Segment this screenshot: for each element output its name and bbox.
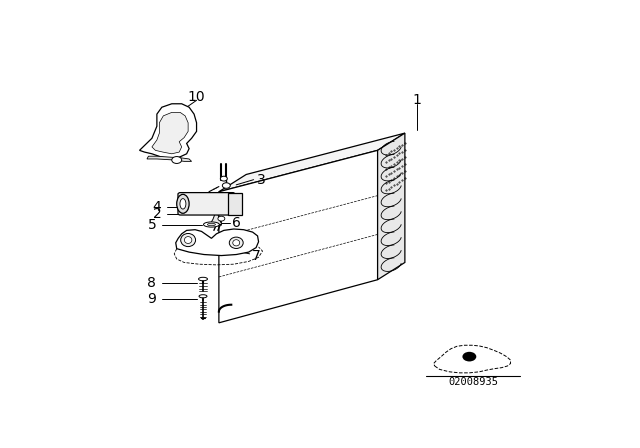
Ellipse shape <box>233 240 240 246</box>
Text: 7: 7 <box>252 249 260 263</box>
Polygon shape <box>147 156 191 161</box>
Polygon shape <box>210 210 221 224</box>
Text: 5: 5 <box>148 218 156 232</box>
Text: 8: 8 <box>147 276 156 290</box>
Ellipse shape <box>184 237 192 244</box>
FancyBboxPatch shape <box>178 193 235 215</box>
Text: 9: 9 <box>147 292 156 306</box>
Text: 1: 1 <box>413 93 422 108</box>
Text: 4: 4 <box>152 200 161 214</box>
FancyBboxPatch shape <box>228 193 243 215</box>
Text: 02008935: 02008935 <box>449 377 499 387</box>
Polygon shape <box>378 133 405 280</box>
Text: 3: 3 <box>257 172 266 187</box>
Text: 10: 10 <box>188 90 205 104</box>
Ellipse shape <box>207 223 216 226</box>
Circle shape <box>172 156 182 164</box>
Circle shape <box>222 183 230 188</box>
Polygon shape <box>219 151 378 323</box>
Circle shape <box>220 176 227 181</box>
Ellipse shape <box>177 194 189 213</box>
Circle shape <box>218 216 225 221</box>
Polygon shape <box>152 112 188 154</box>
Ellipse shape <box>204 222 220 227</box>
Text: 2: 2 <box>152 207 161 221</box>
Ellipse shape <box>199 295 207 298</box>
Polygon shape <box>176 229 259 255</box>
Ellipse shape <box>229 237 243 249</box>
Ellipse shape <box>180 233 196 246</box>
Ellipse shape <box>180 198 186 209</box>
Circle shape <box>463 352 476 362</box>
Polygon shape <box>219 133 405 192</box>
Ellipse shape <box>198 277 207 281</box>
Polygon shape <box>140 104 196 159</box>
Text: 6: 6 <box>232 216 241 230</box>
